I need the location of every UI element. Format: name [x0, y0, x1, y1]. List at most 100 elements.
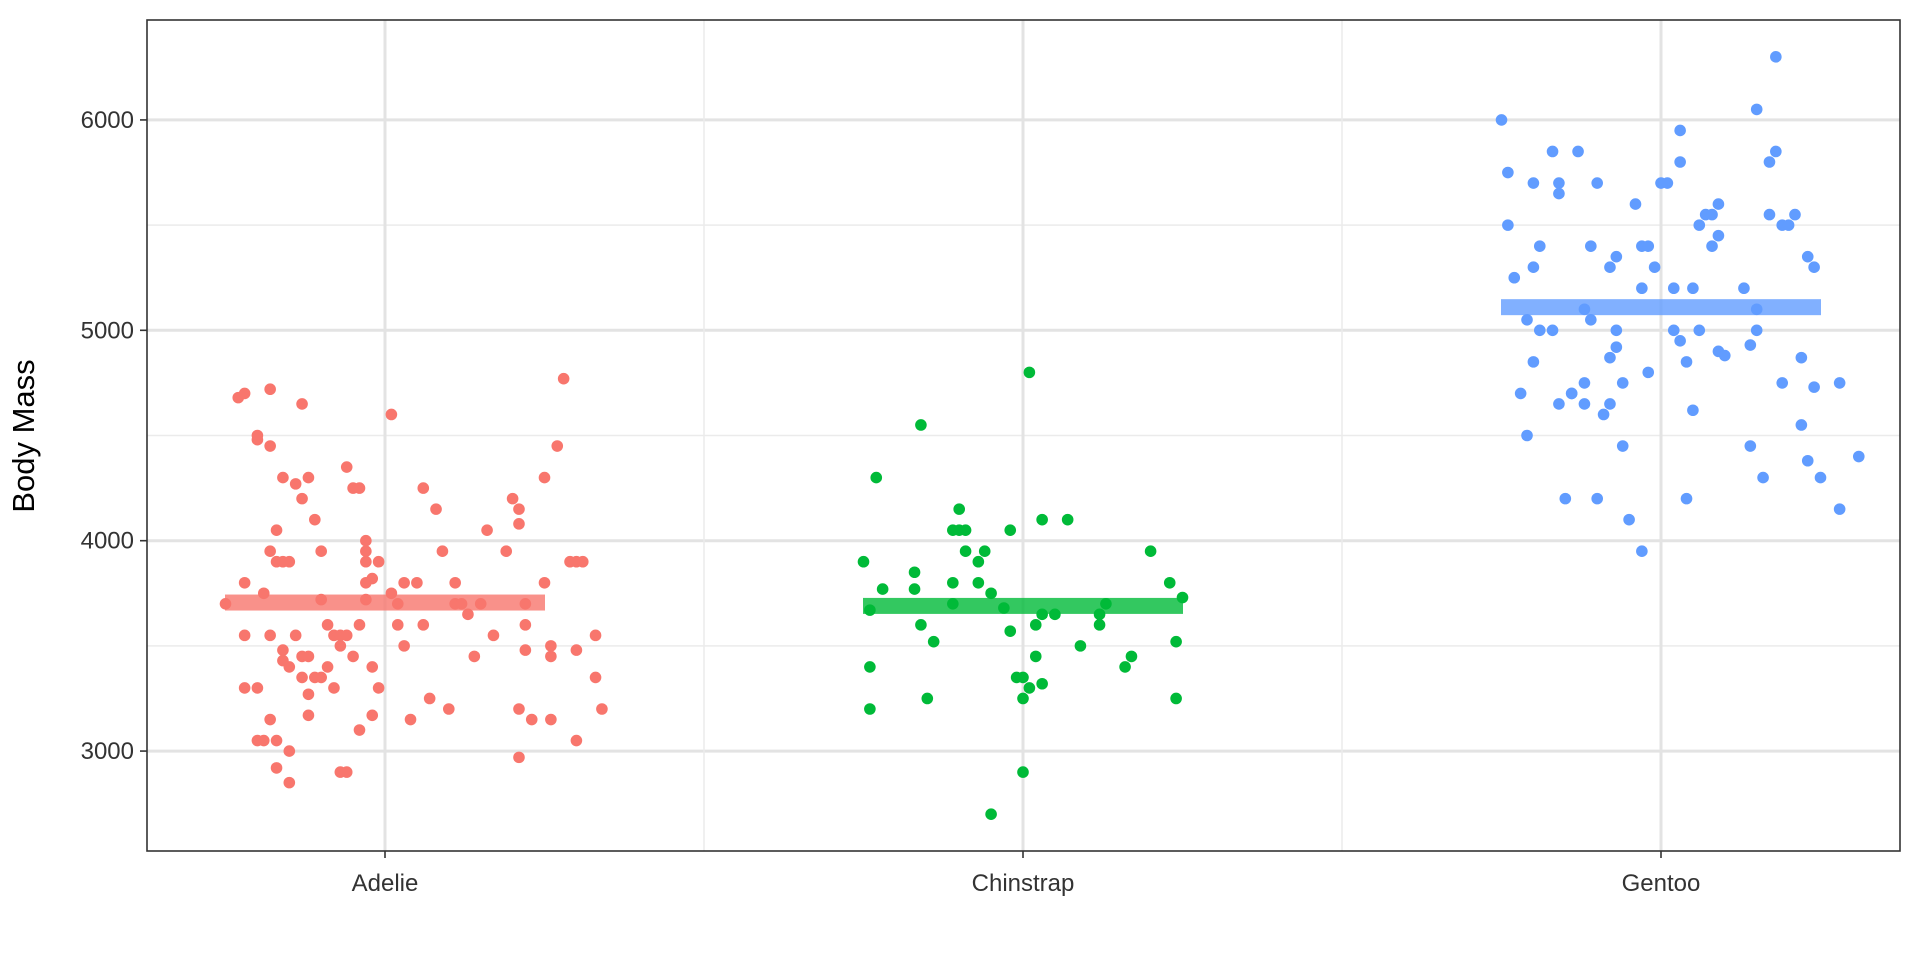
point-chinstrap: [972, 576, 985, 589]
point-chinstrap: [985, 587, 997, 600]
point-adelie: [238, 682, 251, 694]
data-points: [219, 51, 1865, 820]
point-chinstrap: [1049, 608, 1061, 621]
mean-bar-adelie: [225, 594, 545, 611]
point-chinstrap: [1017, 766, 1029, 778]
point-gentoo: [1852, 450, 1865, 463]
point-gentoo: [1527, 177, 1540, 189]
point-adelie: [334, 640, 347, 652]
point-gentoo: [1680, 356, 1693, 368]
point-adelie: [347, 650, 359, 663]
point-adelie: [411, 576, 423, 589]
point-adelie: [443, 703, 455, 715]
point-adelie: [251, 682, 264, 694]
point-adelie: [596, 703, 608, 715]
point-adelie: [557, 372, 570, 385]
point-gentoo: [1770, 51, 1782, 63]
point-adelie: [385, 408, 398, 421]
point-chinstrap: [1176, 591, 1189, 604]
x-tick-label-chinstrap: Chinstrap: [972, 870, 1075, 897]
y-axis: 3000 4000 5000 6000: [81, 107, 147, 765]
point-chinstrap: [947, 598, 959, 610]
point-gentoo: [1712, 229, 1725, 242]
point-gentoo: [1801, 250, 1814, 263]
point-gentoo: [1674, 124, 1686, 137]
point-adelie: [264, 383, 276, 396]
point-chinstrap: [1036, 608, 1048, 621]
point-adelie: [430, 503, 442, 515]
point-adelie: [264, 713, 276, 726]
point-gentoo: [1687, 282, 1699, 295]
point-adelie: [353, 619, 366, 631]
point-gentoo: [1578, 398, 1591, 410]
point-chinstrap: [915, 419, 927, 431]
point-adelie: [270, 734, 283, 747]
point-chinstrap: [1023, 366, 1036, 379]
point-adelie: [519, 598, 532, 610]
point-gentoo: [1578, 377, 1591, 389]
point-adelie: [321, 619, 334, 631]
point-chinstrap: [1023, 682, 1036, 694]
point-adelie: [309, 513, 321, 526]
point-adelie: [513, 518, 525, 530]
point-adelie: [545, 640, 557, 652]
point-gentoo: [1693, 219, 1706, 231]
point-chinstrap: [864, 661, 876, 673]
point-adelie: [353, 482, 366, 494]
point-gentoo: [1502, 219, 1514, 231]
point-adelie: [315, 593, 328, 606]
point-gentoo: [1553, 187, 1565, 200]
point-gentoo: [1750, 303, 1763, 316]
point-adelie: [340, 766, 353, 778]
point-adelie: [264, 545, 276, 558]
point-gentoo: [1693, 324, 1706, 337]
point-gentoo: [1661, 177, 1674, 189]
point-chinstrap: [947, 576, 959, 589]
point-adelie: [404, 713, 417, 726]
point-adelie: [398, 576, 410, 589]
point-adelie: [398, 640, 410, 652]
point-adelie: [270, 762, 283, 774]
point-adelie: [289, 629, 302, 642]
point-adelie: [576, 555, 589, 568]
point-gentoo: [1604, 351, 1616, 364]
point-adelie: [500, 545, 513, 558]
point-chinstrap: [1170, 635, 1182, 648]
point-chinstrap: [1163, 576, 1176, 589]
point-gentoo: [1776, 377, 1789, 389]
point-adelie: [315, 545, 328, 558]
point-adelie: [283, 776, 296, 789]
point-adelie: [487, 629, 500, 642]
point-chinstrap: [927, 635, 940, 648]
point-gentoo: [1648, 261, 1661, 273]
point-gentoo: [1585, 240, 1597, 252]
point-adelie: [372, 682, 385, 694]
point-gentoo: [1674, 156, 1686, 168]
point-gentoo: [1553, 398, 1565, 410]
point-gentoo: [1597, 408, 1610, 421]
point-gentoo: [1757, 471, 1769, 484]
point-adelie: [506, 492, 519, 505]
point-gentoo: [1770, 145, 1782, 158]
point-adelie: [570, 644, 583, 656]
point-adelie: [257, 587, 270, 600]
point-gentoo: [1750, 324, 1763, 337]
x-tick-label-gentoo: Gentoo: [1622, 870, 1701, 897]
point-adelie: [238, 576, 251, 589]
point-adelie: [283, 745, 296, 757]
point-gentoo: [1712, 198, 1725, 210]
point-chinstrap: [998, 602, 1010, 614]
point-chinstrap: [1100, 598, 1112, 610]
x-tick-label-adelie: Adelie: [352, 870, 419, 897]
point-chinstrap: [1036, 513, 1048, 526]
point-chinstrap: [1119, 661, 1131, 673]
point-gentoo: [1636, 545, 1648, 558]
point-adelie: [360, 555, 372, 568]
point-gentoo: [1610, 324, 1623, 337]
point-adelie: [519, 619, 532, 631]
point-adelie: [570, 734, 583, 747]
point-adelie: [360, 545, 372, 558]
point-gentoo: [1559, 492, 1572, 505]
point-gentoo: [1585, 313, 1597, 326]
